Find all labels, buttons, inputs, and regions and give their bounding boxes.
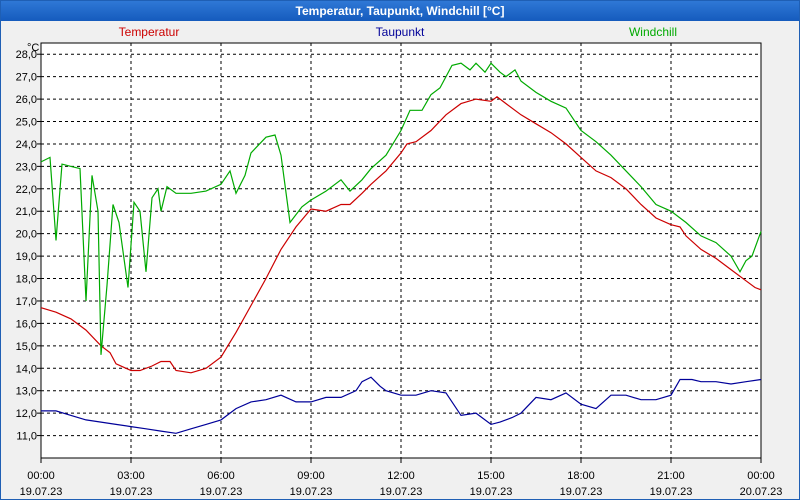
- legend-label-temperatur: Temperatur: [119, 25, 180, 39]
- x-tick-time: 00:00: [27, 470, 55, 482]
- x-tick-date: 19.07.23: [470, 486, 513, 498]
- series-line-taupunkt: [41, 376, 762, 434]
- x-tick-time: 03:00: [117, 470, 145, 482]
- x-tick-date: 19.07.23: [110, 486, 153, 498]
- x-tick-time: 06:00: [207, 470, 235, 482]
- y-tick-label: 26,0: [16, 94, 37, 106]
- y-tick-label: 22,0: [16, 184, 37, 196]
- y-tick-label: 28,0: [16, 49, 37, 61]
- y-tick-label: 15,0: [16, 341, 37, 353]
- x-tick-time: 15:00: [477, 470, 505, 482]
- series-line-temperatur: [40, 96, 762, 374]
- plot-area: [40, 42, 762, 459]
- y-axis-label: °C: [27, 42, 39, 54]
- x-tick-date: 19.07.23: [560, 486, 603, 498]
- y-tick-label: 14,0: [16, 363, 37, 375]
- x-tick-time: 12:00: [387, 470, 415, 482]
- series-lines: [40, 62, 762, 434]
- legend-label-windchill: Windchill: [629, 25, 677, 39]
- y-tick-label: 25,0: [16, 117, 37, 129]
- x-tick-date: 20.07.23: [740, 486, 783, 498]
- x-tick-time: 09:00: [297, 470, 325, 482]
- y-tick-label: 13,0: [16, 386, 37, 398]
- y-tick-label: 19,0: [16, 251, 37, 263]
- x-tick-time: 18:00: [567, 470, 595, 482]
- y-tick-label: 20,0: [16, 229, 37, 241]
- y-tick-label: 21,0: [16, 206, 37, 218]
- y-tick-label: 12,0: [16, 408, 37, 420]
- window-title: Temperatur, Taupunkt, Windchill [°C]: [1, 1, 799, 21]
- x-tick-date: 19.07.23: [380, 486, 423, 498]
- y-tick-label: 17,0: [16, 296, 37, 308]
- x-tick-date: 19.07.23: [290, 486, 333, 498]
- x-tick-date: 19.07.23: [200, 486, 243, 498]
- y-tick-label: 11,0: [16, 431, 37, 443]
- series-line-windchill: [40, 62, 762, 355]
- chart-canvas: 11,0 12,0 13,0 14,0 15,0 16,0 17,0 18,0 19,0 20,0…: [16, 25, 783, 498]
- y-tick-label: 24,0: [16, 139, 37, 151]
- y-tick-label: 16,0: [16, 318, 37, 330]
- y-tick-label: 18,0: [16, 274, 37, 286]
- x-tick-date: 19.07.23: [20, 486, 63, 498]
- y-tick-label: 23,0: [16, 161, 37, 173]
- y-tick-label: 27,0: [16, 72, 37, 84]
- x-tick-date: 19.07.23: [650, 486, 693, 498]
- x-tick-time: 21:00: [657, 470, 685, 482]
- x-tick-time: 00:00: [747, 470, 775, 482]
- legend-label-taupunkt: Taupunkt: [376, 25, 425, 39]
- axes: 11,0 12,0 13,0 14,0 15,0 16,0 17,0 18,0 19,0 20,0…: [16, 42, 783, 498]
- grid: [41, 43, 761, 458]
- legend: Temperatur Taupunkt Windchill: [119, 25, 677, 39]
